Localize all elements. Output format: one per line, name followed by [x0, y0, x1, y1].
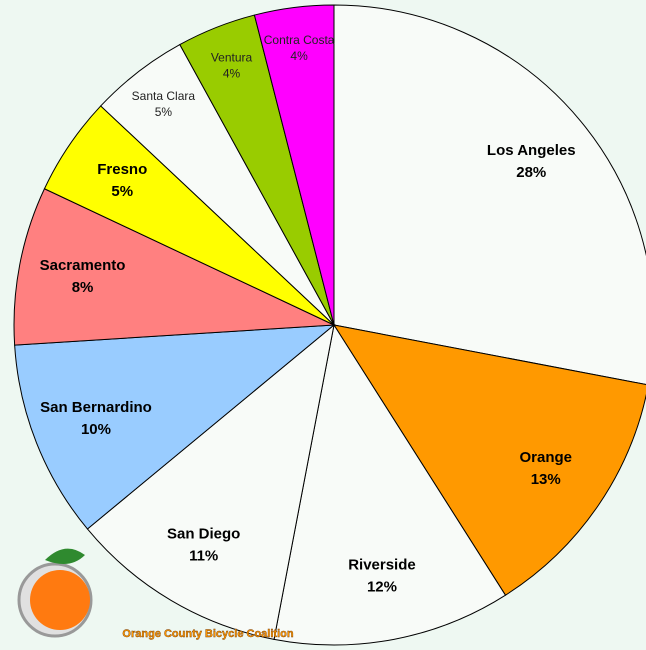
logo-orange	[30, 570, 90, 630]
value-label: 5%	[155, 105, 173, 119]
value-label: 10%	[81, 421, 111, 438]
logo-leaf	[45, 548, 85, 564]
value-label: 8%	[72, 279, 94, 296]
pie-slice	[273, 323, 507, 646]
pie-slice	[14, 324, 336, 530]
value-label: 4%	[290, 49, 308, 63]
slice-label: Santa Clara	[132, 89, 196, 103]
slice-label: Fresno	[97, 161, 147, 178]
value-label: 4%	[223, 66, 241, 80]
value-label: 12%	[367, 578, 397, 595]
value-label: 11%	[189, 547, 218, 564]
pie-slice	[253, 4, 335, 326]
value-label: 28%	[516, 164, 546, 181]
pie-slice	[332, 324, 646, 596]
slice-label: Sacramento	[40, 257, 126, 274]
pie-slice	[333, 4, 646, 386]
slice-label: Orange	[519, 449, 572, 466]
slice-label: Ventura	[211, 50, 253, 64]
slice-label: Los Angeles	[487, 142, 576, 159]
value-label: 13%	[531, 471, 561, 488]
slice-label: Contra Costa	[264, 33, 335, 47]
slice-label: Riverside	[348, 556, 416, 573]
slice-label: San Bernardino	[40, 399, 152, 416]
pie-slice	[86, 323, 335, 640]
pie-slice	[13, 188, 335, 346]
slice-label: San Diego	[167, 525, 240, 542]
pie	[13, 4, 646, 646]
value-label: 5%	[111, 183, 133, 200]
logo-text: Orange County Bicycle Coalition	[122, 628, 293, 640]
labels: Los Angeles 28% Orange 13% Riverside 12% San D…	[40, 33, 576, 595]
logo	[17, 548, 93, 638]
